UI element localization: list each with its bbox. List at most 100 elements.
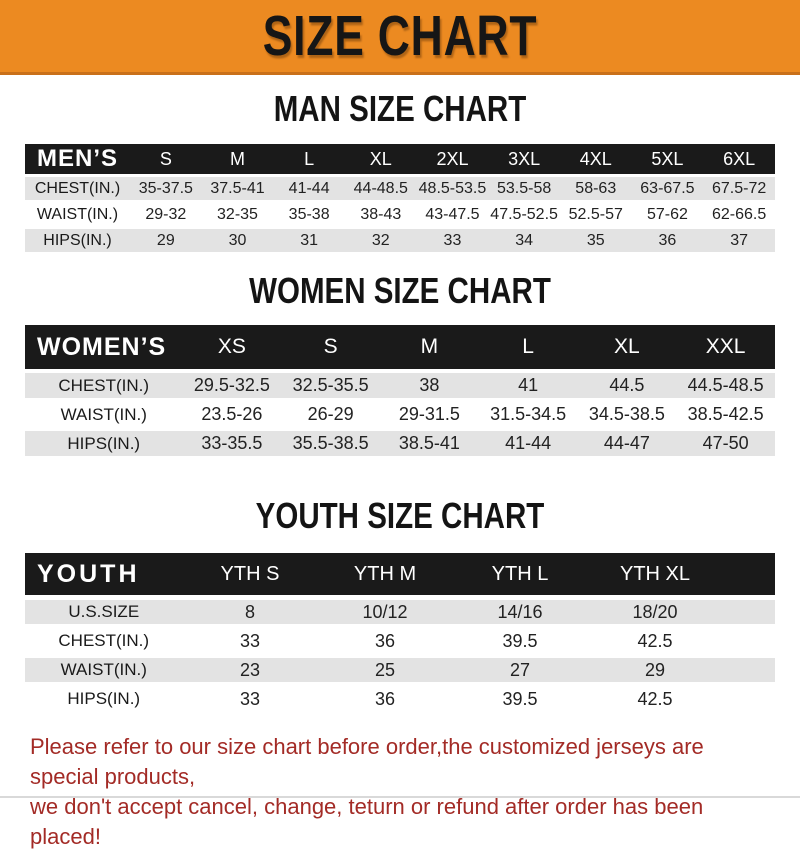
men-section-heading: MAN SIZE CHART [273, 88, 527, 129]
table-row: WAIST(IN.) 23.5-26 26-29 29-31.5 31.5-34.5 34… [25, 402, 775, 427]
size-value: 52.5-57 [568, 205, 623, 223]
footer-note: Please refer to our size chart before or… [30, 732, 770, 852]
size-value: 43-47.5 [425, 205, 480, 223]
size-value: 67.5-72 [711, 179, 767, 197]
size-value: 44.5 [609, 375, 645, 395]
size-value: 18/20 [632, 601, 678, 622]
column-header: M [380, 325, 479, 369]
size-value: 35.5-38.5 [292, 433, 369, 453]
size-value: 33 [443, 231, 462, 249]
size-value: 47-50 [702, 433, 749, 453]
column-header: 4XL [559, 144, 632, 174]
size-value: 36 [374, 630, 396, 651]
header-row: YOUTH YTH S YTH M YTH L YTH XL [25, 553, 775, 595]
row-label: CHEST(IN.) [58, 375, 150, 395]
size-value: 44-47 [603, 433, 650, 453]
size-value: 29 [156, 231, 175, 249]
section-men: MAN SIZE CHART MEN’S S M L XL 2XL 3XL 4XL 5XL 6XL… [25, 89, 775, 255]
size-value: 23.5-26 [201, 404, 263, 424]
row-label: WAIST(IN.) [60, 660, 147, 679]
size-value: 57-62 [646, 205, 688, 223]
size-value: 41 [518, 375, 539, 395]
banner: SIZE CHART [0, 0, 800, 75]
table-row: CHEST(IN.) 33 36 39.5 42.5 [25, 629, 775, 653]
row-label: WAIST(IN.) [60, 404, 147, 424]
column-header: XL [344, 144, 417, 174]
table-title: WOMEN’S [25, 325, 183, 369]
size-value: 23 [239, 659, 261, 680]
size-value: 63-67.5 [640, 179, 695, 197]
column-header: YTH XL [587, 553, 723, 595]
size-value: 62-66.5 [711, 205, 767, 223]
size-value: 48.5-53.5 [418, 179, 487, 197]
size-value: 47.5-52.5 [490, 205, 558, 223]
column-header: XS [182, 325, 282, 369]
size-value: 26-29 [307, 404, 354, 424]
size-value: 42.5 [637, 630, 673, 651]
size-value: 53.5-58 [496, 179, 552, 197]
column-header: 6XL [703, 144, 775, 174]
content: MAN SIZE CHART MEN’S S M L XL 2XL 3XL 4XL 5XL 6XL… [0, 89, 800, 716]
size-value: 29-31.5 [398, 404, 460, 424]
column-header: S [281, 325, 380, 369]
size-value: 27 [509, 659, 531, 680]
size-value: 33-35.5 [201, 433, 263, 453]
column-header: L [273, 144, 345, 174]
size-value: 38-43 [360, 205, 402, 223]
size-value: 29.5-32.5 [193, 375, 270, 395]
row-label: HIPS(IN.) [43, 231, 112, 249]
women-size-table: WOMEN’S XS S M L XL XXL CHEST(IN.) 29.5-32.5 32.5… [25, 321, 775, 460]
size-value: 58-63 [575, 179, 617, 197]
size-value: 33 [239, 630, 261, 651]
size-value: 29 [644, 659, 666, 680]
size-value: 44.5-48.5 [687, 375, 764, 395]
men-size-table: MEN’S S M L XL 2XL 3XL 4XL 5XL 6XL CHEST(IN.) 35-37… [25, 141, 775, 255]
size-value: 25 [374, 659, 396, 680]
size-value: 38.5-41 [398, 433, 460, 453]
size-value: 42.5 [637, 688, 673, 709]
size-value: 14/16 [497, 601, 543, 622]
youth-heading-wrap: YOUTH SIZE CHART [25, 496, 775, 536]
spacer-cell [723, 658, 776, 682]
table-row: HIPS(IN.) 33 36 39.5 42.5 [25, 687, 775, 711]
size-value: 38 [419, 375, 440, 395]
table-row: HIPS(IN.) 33-35.5 35.5-38.5 38.5-41 41-44 44-… [25, 431, 775, 456]
column-header: 5XL [631, 144, 704, 174]
header-row: WOMEN’S XS S M L XL XXL [25, 325, 775, 369]
row-label: U.S.SIZE [68, 602, 140, 621]
column-header: 3XL [488, 144, 560, 174]
spacer-cell [723, 629, 776, 653]
column-header: L [478, 325, 578, 369]
size-value: 36 [658, 231, 677, 249]
row-label: CHEST(IN.) [34, 179, 121, 197]
size-value: 32.5-35.5 [292, 375, 369, 395]
size-value: 41-44 [288, 179, 330, 197]
size-value: 33 [239, 688, 261, 709]
table-row: WAIST(IN.) 29-32 32-35 35-38 38-43 43-47.5 47.… [25, 203, 775, 226]
size-value: 34 [515, 231, 533, 249]
spacer-cell [723, 687, 776, 711]
table-row: HIPS(IN.) 29 30 31 32 33 34 35 36 37 [25, 229, 775, 252]
column-header: YTH S [182, 553, 318, 595]
size-value: 37 [730, 231, 749, 249]
table-row: CHEST(IN.) 35-37.5 37.5-41 41-44 44-48.5 48.5… [25, 177, 775, 200]
section-women: WOMEN SIZE CHART WOMEN’S XS S M L XL XXL CHEST(… [25, 271, 775, 460]
youth-size-table: YOUTH YTH S YTH M YTH L YTH XL U.S.SIZE 8 10/12… [25, 548, 775, 716]
table-title: YOUTH [25, 553, 183, 595]
column-header: XL [577, 325, 677, 369]
size-value: 36 [374, 688, 396, 709]
men-heading-wrap: MAN SIZE CHART [25, 89, 775, 129]
size-value: 32 [371, 231, 390, 249]
youth-section-heading: YOUTH SIZE CHART [255, 495, 545, 536]
size-value: 35-38 [288, 205, 330, 223]
size-value: 32-35 [217, 205, 258, 223]
size-value: 35 [586, 231, 605, 249]
table-row: WAIST(IN.) 23 25 27 29 [25, 658, 775, 682]
row-label: HIPS(IN.) [67, 433, 141, 453]
footer-note-line1: Please refer to our size chart before or… [30, 734, 704, 789]
row-label: WAIST(IN.) [36, 205, 119, 223]
size-value: 10/12 [362, 601, 408, 622]
size-value: 44-48.5 [353, 179, 408, 197]
spacer-cell [723, 600, 776, 624]
